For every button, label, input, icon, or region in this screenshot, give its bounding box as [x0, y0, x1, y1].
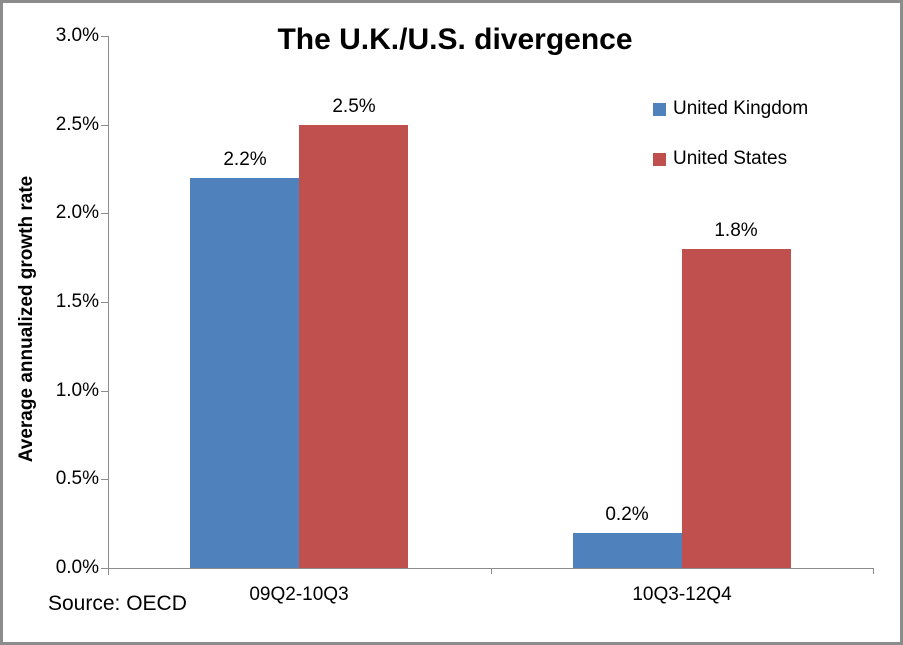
y-axis-tick — [101, 479, 108, 480]
legend-label-united-kingdom: United Kingdom — [673, 98, 809, 119]
legend-swatch-united-states — [653, 152, 666, 166]
y-axis-tick-label: 2.0% — [55, 202, 99, 223]
source-note: Source: OECD — [48, 592, 187, 615]
legend-label-united-states: United States — [673, 148, 788, 169]
x-axis-tick — [491, 568, 492, 574]
y-axis-line — [108, 36, 109, 575]
y-axis-tick — [101, 302, 108, 303]
bar-united-kingdom-09q2-10q3 — [190, 178, 299, 568]
y-axis-tick-label: 1.0% — [55, 380, 99, 401]
y-axis-tick-label: 0.5% — [55, 468, 99, 489]
y-axis-tick — [101, 36, 108, 37]
legend-item-united-states: United States — [653, 149, 787, 169]
y-axis-tick — [101, 391, 108, 392]
y-axis-tick-label: 2.5% — [55, 114, 99, 135]
y-axis-tick — [101, 125, 108, 126]
legend-item-united-kingdom: United Kingdom — [653, 99, 808, 119]
y-axis-tick-label: 3.0% — [55, 25, 99, 46]
bar-united-states-09q2-10q3 — [299, 125, 408, 568]
x-axis-category-label: 09Q2-10Q3 — [249, 584, 349, 605]
bar-united-kingdom-10q3-12q4 — [573, 533, 682, 568]
x-axis-category-label: 10Q3-12Q4 — [632, 584, 732, 605]
bar-value-label-united-states-09q2-10q3: 2.5% — [332, 96, 376, 117]
bar-value-label-united-states-10q3-12q4: 1.8% — [714, 220, 758, 241]
bar-value-label-united-kingdom-10q3-12q4: 0.2% — [605, 504, 649, 525]
y-axis-tick-label: 0.0% — [55, 557, 99, 578]
x-axis-line — [108, 568, 873, 569]
y-axis-tick — [101, 568, 108, 569]
y-axis-tick-label: 1.5% — [55, 291, 99, 312]
chart-title: The U.K./U.S. divergence — [277, 23, 633, 56]
legend-swatch-united-kingdom — [653, 102, 666, 116]
bar-value-label-united-kingdom-09q2-10q3: 2.2% — [223, 149, 267, 170]
y-axis-tick — [101, 213, 108, 214]
x-axis-tick — [873, 568, 874, 574]
bar-united-states-10q3-12q4 — [682, 249, 791, 568]
